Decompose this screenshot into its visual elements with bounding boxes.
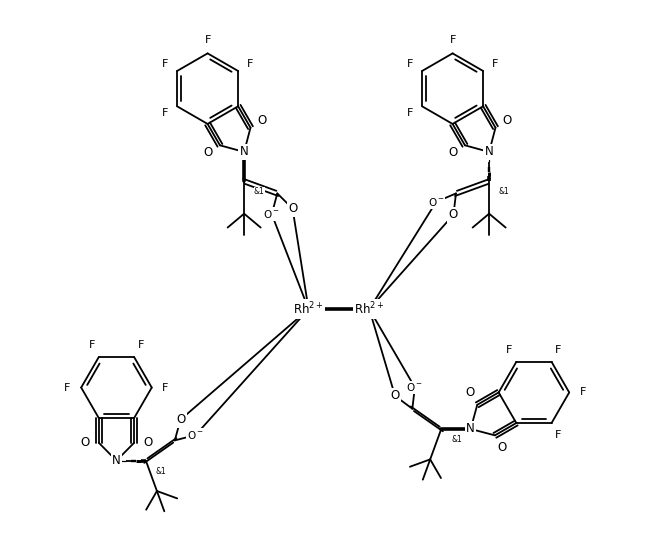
Text: F: F: [162, 108, 168, 118]
Text: &1: &1: [155, 467, 166, 476]
Text: O: O: [466, 386, 475, 400]
Text: F: F: [492, 59, 498, 69]
Text: O: O: [288, 202, 297, 215]
Text: O$^-$: O$^-$: [427, 196, 445, 208]
Text: Rh$^{2+}$: Rh$^{2+}$: [293, 301, 324, 317]
Text: Rh$^{2+}$: Rh$^{2+}$: [354, 301, 385, 317]
Text: N: N: [485, 146, 494, 158]
Text: F: F: [407, 108, 413, 118]
Text: F: F: [407, 59, 413, 69]
Text: F: F: [64, 383, 70, 393]
Text: O: O: [497, 441, 507, 454]
Text: O$^-$: O$^-$: [187, 429, 204, 441]
Text: N: N: [240, 146, 249, 158]
Text: F: F: [555, 430, 561, 440]
Text: N: N: [112, 454, 121, 467]
Text: O: O: [258, 114, 267, 127]
Text: O: O: [502, 114, 512, 127]
Text: F: F: [580, 387, 586, 398]
Text: F: F: [555, 345, 561, 355]
Text: F: F: [162, 59, 168, 69]
Text: O: O: [80, 437, 90, 449]
Text: O$^-$: O$^-$: [263, 208, 280, 220]
Text: O: O: [143, 437, 153, 449]
Text: Rh$^{2+}$: Rh$^{2+}$: [293, 301, 324, 317]
Text: &1: &1: [451, 435, 462, 444]
Text: F: F: [88, 340, 95, 350]
Text: O: O: [448, 146, 458, 159]
Text: Rh$^{2+}$: Rh$^{2+}$: [354, 301, 385, 317]
Text: F: F: [162, 383, 169, 393]
Text: O: O: [176, 413, 185, 426]
Text: O: O: [449, 208, 458, 221]
Text: O: O: [204, 146, 212, 159]
Text: F: F: [204, 35, 211, 44]
Text: N: N: [466, 423, 475, 435]
Text: F: F: [138, 340, 144, 350]
Text: O: O: [391, 389, 400, 402]
Text: F: F: [247, 59, 253, 69]
Text: O$^-$: O$^-$: [406, 381, 423, 393]
Text: F: F: [450, 35, 456, 44]
Text: &1: &1: [499, 187, 510, 196]
Text: F: F: [507, 345, 513, 355]
Text: &1: &1: [254, 187, 265, 196]
